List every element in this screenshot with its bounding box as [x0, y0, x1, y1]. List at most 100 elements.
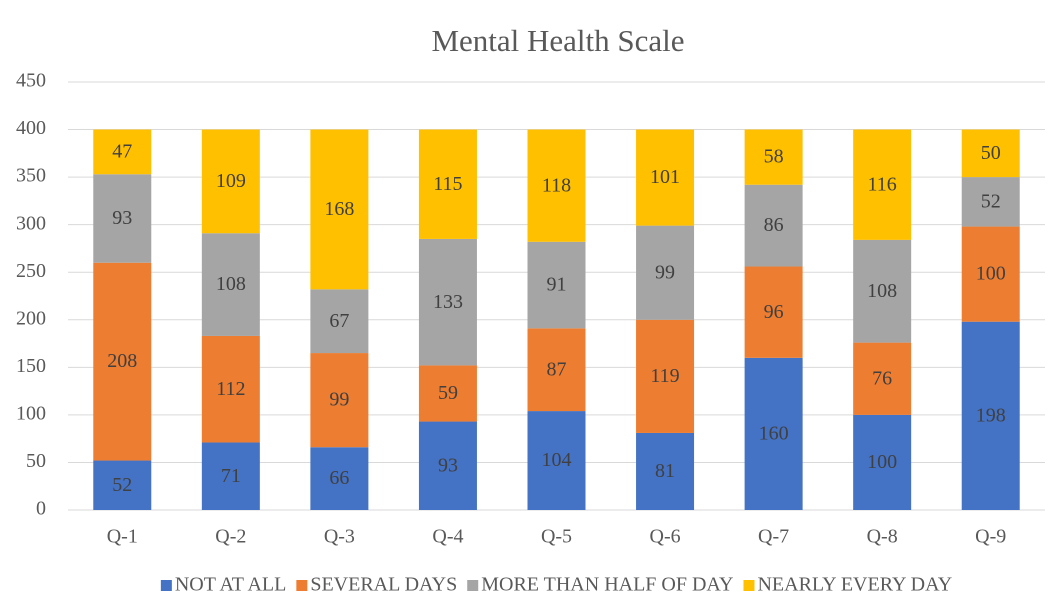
bar-segment: [961, 226, 1020, 322]
y-tick-label: 200: [16, 307, 46, 329]
legend-swatch: [296, 580, 308, 591]
data-label: 100: [976, 263, 1006, 285]
data-label: 52: [112, 474, 132, 496]
y-tick-label: 50: [26, 450, 46, 472]
bar-segment: [636, 319, 695, 433]
data-label: 100: [867, 451, 897, 473]
data-label: 208: [107, 350, 137, 372]
bar-segment: [201, 335, 260, 443]
data-label: 108: [216, 273, 246, 295]
bar-segment: [853, 342, 912, 415]
bar-segment: [744, 266, 803, 358]
bar-segment: [961, 129, 1020, 178]
y-tick-label: 100: [16, 402, 46, 424]
x-tick-label: Q-9: [975, 526, 1006, 548]
data-label: 198: [976, 404, 1006, 426]
data-label: 99: [655, 261, 675, 283]
x-tick-label: Q-5: [541, 526, 572, 548]
x-tick-label: Q-3: [324, 526, 355, 548]
bar-segment: [744, 184, 803, 267]
data-label: 116: [868, 173, 897, 195]
bar-segment: [310, 129, 369, 290]
bar-segment: [418, 129, 477, 239]
bar-segment: [93, 174, 152, 263]
bar-segment: [961, 177, 1020, 227]
data-label: 133: [433, 291, 463, 313]
data-label: 67: [329, 310, 349, 332]
data-label: 76: [872, 367, 892, 389]
data-label: 104: [542, 449, 572, 471]
bar-segment: [744, 129, 803, 185]
data-label: 87: [547, 358, 567, 380]
legend-label: MORE THAN HALF OF DAY: [481, 574, 733, 596]
x-tick-label: Q-7: [758, 526, 789, 548]
data-label: 119: [650, 365, 679, 387]
bar-segment: [636, 225, 695, 320]
data-label: 96: [764, 301, 784, 323]
y-tick-label: 150: [16, 355, 46, 377]
legend-swatch: [743, 580, 755, 591]
data-label: 47: [112, 141, 132, 163]
data-label: 101: [650, 166, 680, 188]
data-label: 93: [438, 454, 458, 476]
legend-label: NEARLY EVERY DAY: [757, 574, 952, 596]
bar-segment: [527, 241, 586, 329]
bar-segment: [527, 129, 586, 242]
x-tick-label: Q-2: [215, 526, 246, 548]
data-label: 168: [324, 198, 354, 220]
data-label: 50: [981, 142, 1001, 164]
bar-segment: [853, 414, 912, 510]
y-tick-label: 400: [16, 117, 46, 139]
bar-segment: [527, 411, 586, 510]
bar-segment: [93, 129, 152, 175]
bar-segment: [418, 238, 477, 366]
y-tick-label: 450: [16, 70, 46, 92]
data-label: 118: [542, 174, 571, 196]
bar-segment: [201, 129, 260, 234]
y-tick-label: 0: [36, 498, 46, 520]
data-label: 52: [981, 190, 1001, 212]
data-label: 66: [329, 467, 349, 489]
chart-title: Mental Health Scale: [431, 23, 684, 58]
legend-label: SEVERAL DAYS: [310, 574, 457, 596]
bar-segment: [310, 289, 369, 354]
x-tick-label: Q-1: [107, 526, 138, 548]
x-tick-label: Q-8: [867, 526, 898, 548]
legend-swatch: [160, 580, 172, 591]
data-label: 58: [764, 146, 784, 168]
data-label: 59: [438, 382, 458, 404]
bar-segment: [636, 129, 695, 226]
bar-segment: [93, 262, 152, 461]
x-tick-label: Q-6: [650, 526, 681, 548]
bar-segment: [853, 239, 912, 343]
data-label: 109: [216, 170, 246, 192]
data-label: 86: [764, 214, 784, 236]
legend-label: NOT AT ALL: [175, 574, 287, 596]
bar-segment: [93, 460, 152, 510]
y-tick-label: 350: [16, 165, 46, 187]
data-label: 108: [867, 280, 897, 302]
data-label: 81: [655, 460, 675, 482]
bar-segment: [418, 421, 477, 510]
bar-segment: [744, 357, 803, 510]
bar-segment: [201, 442, 260, 510]
data-label: 99: [329, 389, 349, 411]
data-label: 115: [433, 173, 462, 195]
bar-segment: [961, 321, 1020, 510]
bar-segment: [853, 129, 912, 240]
bar-segment: [418, 365, 477, 422]
bar-segment: [310, 447, 369, 510]
bar-segment: [201, 233, 260, 336]
bar-segment: [636, 432, 695, 510]
data-label: 112: [216, 378, 245, 400]
x-tick-label: Q-4: [432, 526, 463, 548]
data-label: 93: [112, 207, 132, 229]
y-tick-label: 250: [16, 260, 46, 282]
data-label: 71: [221, 465, 241, 487]
legend-swatch: [467, 580, 479, 591]
y-tick-label: 300: [16, 212, 46, 234]
data-label: 91: [547, 274, 567, 296]
bar-segment: [310, 353, 369, 448]
bar-segment: [527, 328, 586, 412]
